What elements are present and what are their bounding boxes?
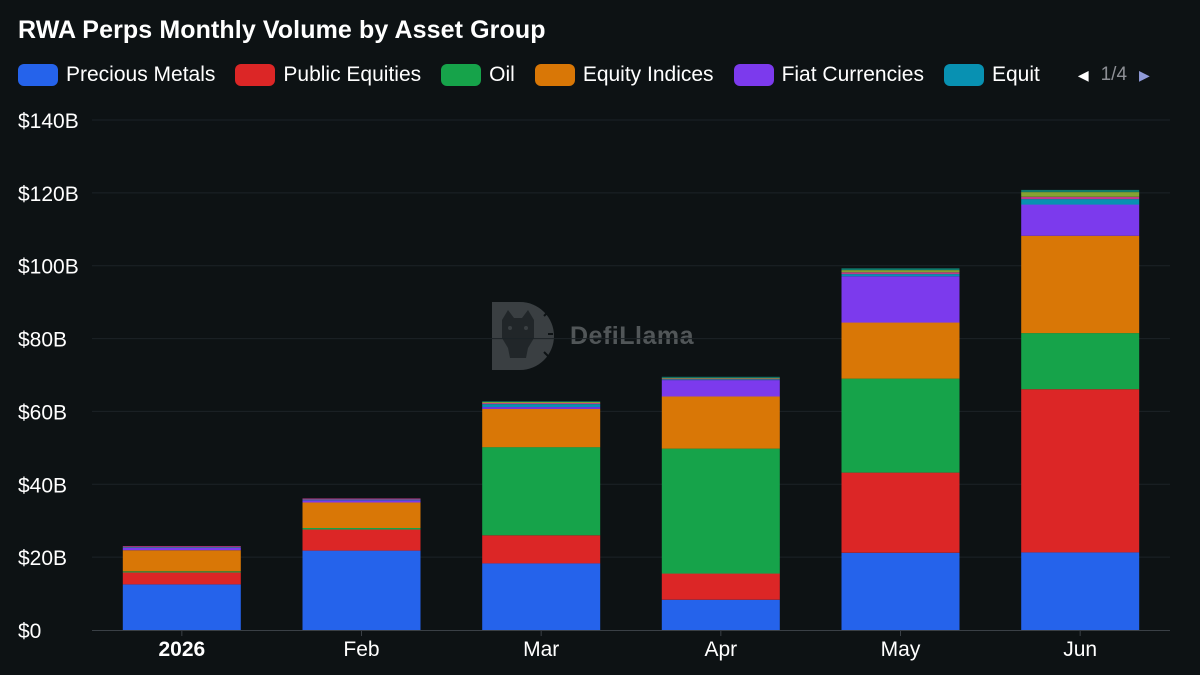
chevron-left-icon[interactable]: ◀ xyxy=(1077,66,1089,83)
bar-segment[interactable] xyxy=(302,528,421,530)
bar-segment[interactable] xyxy=(302,499,421,501)
bar-stacks xyxy=(122,189,1140,631)
bar-segment[interactable] xyxy=(841,552,960,630)
x-tick-label: Jun xyxy=(1063,638,1097,661)
bar-segment[interactable] xyxy=(841,270,960,273)
bar-segment[interactable] xyxy=(1021,235,1140,334)
bar-segment[interactable] xyxy=(841,268,960,271)
bar-segment[interactable] xyxy=(1021,199,1140,205)
bar-segment[interactable] xyxy=(1021,192,1140,197)
legend-item-precious-metals[interactable]: Precious Metals xyxy=(18,63,215,87)
legend-swatch xyxy=(441,64,482,86)
grid-lines xyxy=(92,119,1170,558)
legend: Precious Metals Public Equities Oil Equi… xyxy=(18,60,1190,90)
bar-segment[interactable] xyxy=(841,276,960,323)
bar-segment[interactable] xyxy=(841,472,960,553)
y-tick-label: $120B xyxy=(18,183,79,206)
bar-segment[interactable] xyxy=(661,379,780,381)
bar-segment[interactable] xyxy=(302,502,421,529)
y-tick-label: $0 xyxy=(18,620,41,643)
bar-segment[interactable] xyxy=(482,402,601,404)
legend-item-oil[interactable]: Oil xyxy=(441,63,515,87)
legend-label: Oil xyxy=(489,63,515,86)
legend-swatch xyxy=(733,64,774,86)
bar-segment[interactable] xyxy=(661,448,780,574)
defillama-watermark: DefiLlama xyxy=(490,298,694,374)
bar-segment[interactable] xyxy=(122,548,241,551)
bar-segment[interactable] xyxy=(661,377,780,379)
y-tick-label: $60B xyxy=(18,401,67,424)
bar-segment[interactable] xyxy=(122,547,241,548)
bar-segment[interactable] xyxy=(841,274,960,277)
legend-swatch xyxy=(534,64,575,86)
bar-segment[interactable] xyxy=(482,407,601,409)
legend-label: Public Equities xyxy=(283,63,422,86)
bar-segment[interactable] xyxy=(122,572,241,585)
x-tick-label: May xyxy=(881,638,921,661)
legend-label: Precious Metals xyxy=(66,63,216,86)
bar-segment[interactable] xyxy=(1021,204,1140,236)
axes: $0 $20B $40B $60B $80B $100B $120B $140B 2026 Feb… xyxy=(18,110,1170,661)
bar-segment[interactable] xyxy=(841,322,960,379)
legend-label: Equity Indices xyxy=(582,63,714,86)
bar-segment[interactable] xyxy=(122,550,241,572)
bar-segment[interactable] xyxy=(302,498,421,500)
llama-logo-icon xyxy=(492,302,554,370)
bar-segment[interactable] xyxy=(482,535,601,564)
bar-segment[interactable] xyxy=(302,529,421,551)
legend-pagination: ◀ 1/4 ▶ xyxy=(1078,64,1150,86)
bar-segment[interactable] xyxy=(661,573,780,600)
bar-segment[interactable] xyxy=(122,571,241,573)
bar-segment[interactable] xyxy=(482,404,601,407)
bar-segment[interactable] xyxy=(302,550,421,630)
bar-segment[interactable] xyxy=(1021,333,1140,390)
bar-segment[interactable] xyxy=(302,500,421,503)
bar-segment[interactable] xyxy=(482,401,601,402)
legend-page-indicator: 1/4 xyxy=(1100,64,1128,85)
legend-swatch xyxy=(18,64,58,86)
legend-item-public-equities[interactable]: Public Equities xyxy=(235,63,421,87)
y-tick-label: $140B xyxy=(18,110,79,133)
bar-segment[interactable] xyxy=(122,546,241,548)
bar-segment[interactable] xyxy=(122,584,241,631)
y-tick-label: $20B xyxy=(18,547,67,570)
watermark-text: DefiLlama xyxy=(570,321,694,350)
legend-item-equity-indices[interactable]: Equity Indices xyxy=(534,63,714,87)
legend-swatch xyxy=(235,64,276,86)
bar-segment[interactable] xyxy=(661,599,780,630)
x-tick-label: 2026 xyxy=(158,638,205,661)
bar-segment[interactable] xyxy=(1021,196,1140,200)
bar-segment[interactable] xyxy=(1021,552,1140,630)
y-tick-label: $80B xyxy=(18,329,67,352)
legend-label: Fiat Currencies xyxy=(781,63,924,86)
bar-segment[interactable] xyxy=(482,403,601,405)
y-tick-label: $100B xyxy=(18,256,79,279)
bar-segment[interactable] xyxy=(661,378,780,380)
bar-segment[interactable] xyxy=(1021,389,1140,553)
bar-segment[interactable] xyxy=(1021,189,1140,193)
legend-swatch xyxy=(943,64,984,86)
x-tick-label: Apr xyxy=(704,638,737,661)
legend-label: Equit xyxy=(991,63,1040,86)
chart-title: RWA Perps Monthly Volume by Asset Group xyxy=(18,16,546,44)
x-tick-label: Mar xyxy=(523,638,559,661)
legend-item-equity-truncated[interactable]: Equit xyxy=(943,63,1040,87)
bar-segment[interactable] xyxy=(841,378,960,473)
bar-segment[interactable] xyxy=(661,376,780,378)
bar-segment[interactable] xyxy=(661,396,780,449)
y-tick-label: $40B xyxy=(18,474,67,497)
chevron-right-icon[interactable]: ▶ xyxy=(1139,66,1150,83)
bar-segment[interactable] xyxy=(841,272,960,275)
bar-segment[interactable] xyxy=(482,447,601,536)
bar-segment[interactable] xyxy=(482,563,601,630)
bar-segment[interactable] xyxy=(661,380,780,397)
legend-item-fiat-currencies[interactable]: Fiat Currencies xyxy=(733,63,924,87)
x-tick-label: Feb xyxy=(343,638,379,661)
bar-segment[interactable] xyxy=(482,408,601,448)
